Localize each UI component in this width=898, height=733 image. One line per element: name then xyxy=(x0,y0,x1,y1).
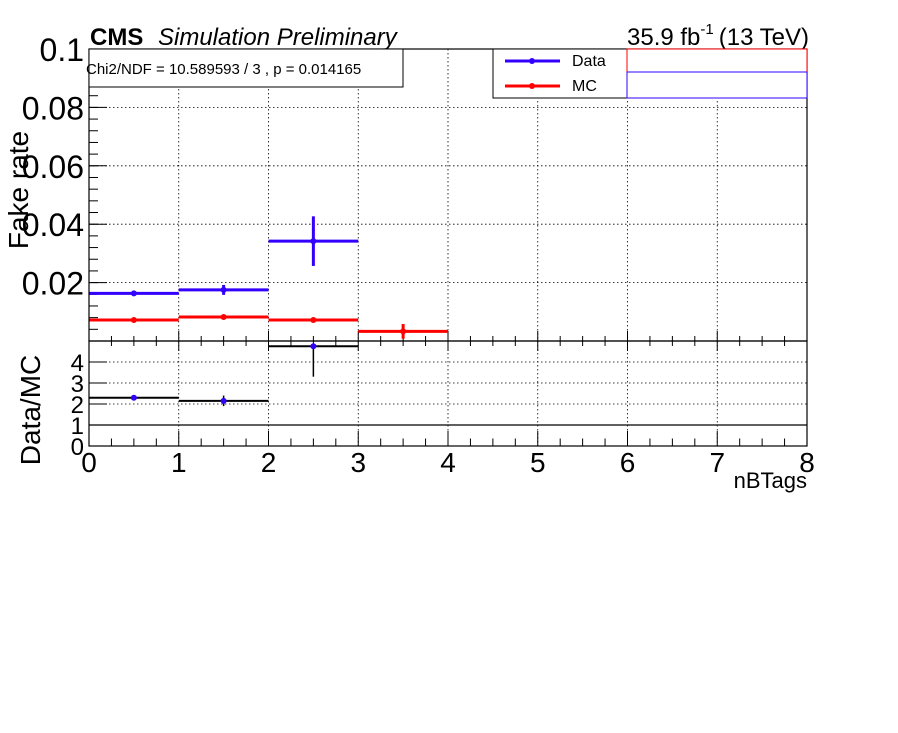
x-tick-label: 5 xyxy=(530,447,546,478)
x-tick-label: 1 xyxy=(171,447,187,478)
ratio-y-tick-label: 3 xyxy=(71,371,84,398)
mc-point xyxy=(358,324,448,339)
x-tick-label: 3 xyxy=(350,447,366,478)
ratio-panel-grid xyxy=(89,341,807,446)
legend-data-label: Data xyxy=(572,53,606,70)
data-marker xyxy=(310,238,317,245)
mc-marker xyxy=(220,314,227,321)
x-tick-label: 6 xyxy=(620,447,636,478)
legend-mc-label: MC xyxy=(572,78,597,95)
top-y-axis-title: Fake rate xyxy=(3,131,34,249)
legend-mc-marker xyxy=(529,83,535,89)
legend-blue-cell xyxy=(626,71,808,99)
ratio-y-tick-label: 1 xyxy=(71,413,84,440)
top-y-tick-label: 0.08 xyxy=(22,90,84,126)
experiment-label: CMS xyxy=(90,24,143,51)
x-tick-label: 0 xyxy=(81,447,97,478)
legend: Data MC xyxy=(505,53,606,95)
legend-data-marker xyxy=(529,58,535,64)
x-tick-label: 4 xyxy=(440,447,456,478)
ratio-point xyxy=(89,394,179,401)
ratio-point xyxy=(268,343,359,377)
data-point xyxy=(268,216,359,266)
ratio-marker xyxy=(130,394,137,401)
ratio-y-tick-label: 0 xyxy=(71,434,84,461)
ratio-y-tick-label: 2 xyxy=(71,392,84,419)
data-point xyxy=(89,290,179,297)
top-panel-ticks: 0.1 0.08 0.06 0.04 0.02 xyxy=(22,32,808,342)
stats-box xyxy=(88,48,404,88)
mc-point xyxy=(178,314,269,321)
ratio-panel-frame xyxy=(88,340,808,447)
data-marker xyxy=(130,290,137,297)
mc-marker xyxy=(310,316,317,323)
ratio-marker xyxy=(220,397,227,404)
x-axis-title: nBTags xyxy=(734,468,807,493)
ratio-point xyxy=(178,395,269,407)
data-point xyxy=(178,284,269,295)
x-tick-label: 8 xyxy=(799,447,815,478)
mc-marker xyxy=(400,328,407,335)
ratio-panel-marks xyxy=(89,343,359,407)
top-y-tick-label: 0.02 xyxy=(22,266,84,302)
simulation-label: Simulation Preliminary xyxy=(158,24,399,51)
top-y-tick-label: 0.04 xyxy=(22,207,84,243)
x-tick-label: 7 xyxy=(709,447,725,478)
mc-point xyxy=(89,316,179,323)
top-y-tick-label: 0.06 xyxy=(22,149,84,185)
data-marker xyxy=(220,286,227,293)
top-panel-marks xyxy=(89,216,448,339)
top-y-tick-label: 0.1 xyxy=(40,32,84,68)
x-tick-label: 2 xyxy=(261,447,277,478)
legend-box xyxy=(492,48,808,99)
stats-box-text: Chi2/NDF = 10.589593 / 3 , p = 0.014165 xyxy=(86,61,361,78)
ratio-marker xyxy=(310,343,317,350)
luminosity-label: 35.9 fb-1 (13 TeV) xyxy=(627,21,809,51)
mc-point xyxy=(268,316,359,323)
ratio-y-tick-label: 4 xyxy=(71,350,84,377)
mc-marker xyxy=(130,316,137,323)
ratio-y-axis-title: Data/MC xyxy=(15,355,46,465)
